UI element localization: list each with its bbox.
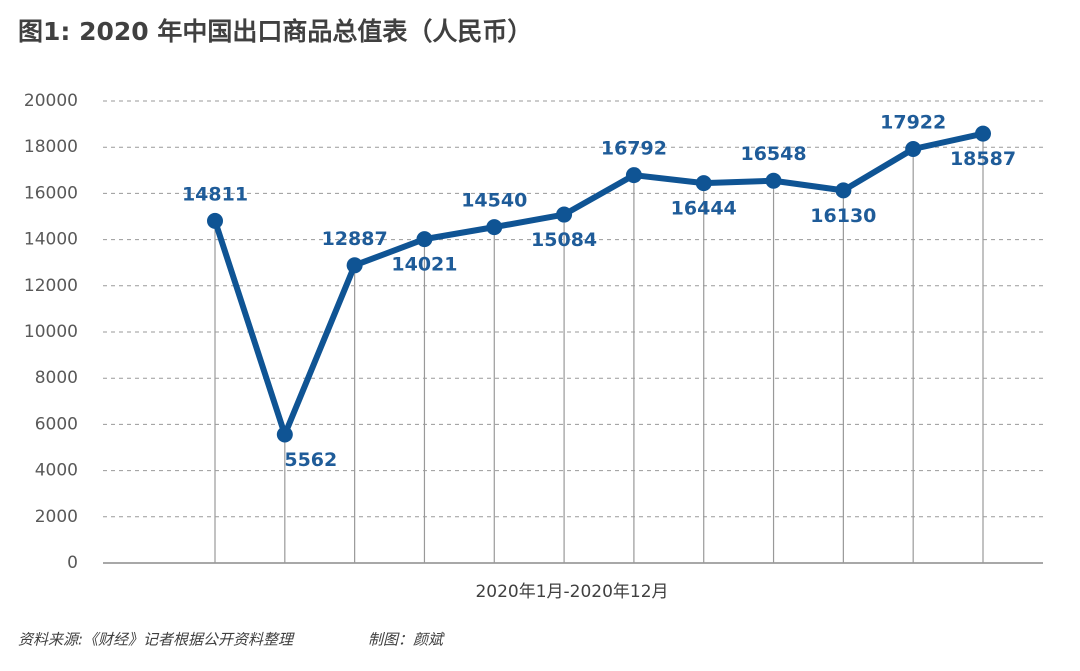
series-line (212, 130, 984, 438)
data-point (556, 206, 573, 223)
y-tick-label: 8000 (35, 368, 78, 388)
data-label: 12887 (322, 228, 388, 250)
x-axis-label: 2020年1月-2020年12月 (475, 582, 668, 602)
data-point (975, 125, 991, 142)
credit-note: 制图：颜斌 (368, 631, 445, 649)
data-label: 14811 (182, 183, 248, 205)
data-label: 18587 (950, 148, 1016, 170)
y-tick-label: 4000 (35, 461, 78, 481)
y-tick-label: 18000 (24, 137, 78, 157)
data-label: 17922 (880, 112, 946, 134)
y-tick-label: 20000 (24, 91, 78, 111)
y-tick-label: 14000 (24, 230, 78, 250)
y-tick-label: 0 (67, 553, 78, 573)
chart-title: 图1: 2020 年中国出口商品总值表（人民币） (18, 17, 532, 46)
data-point (765, 172, 782, 189)
y-tick-label: 12000 (24, 276, 78, 296)
data-label: 15084 (531, 229, 597, 251)
y-tick-label: 16000 (24, 183, 78, 203)
data-label: 16792 (601, 138, 667, 160)
y-tick-label: 2000 (35, 507, 78, 527)
data-label: 16444 (671, 198, 737, 220)
data-point (276, 426, 293, 443)
data-label: 14021 (391, 254, 457, 276)
data-label: 16130 (810, 205, 876, 227)
data-point (695, 175, 712, 192)
data-label: 5562 (284, 449, 337, 471)
data-point (835, 182, 852, 199)
data-point (346, 257, 363, 274)
y-tick-label: 10000 (24, 322, 78, 342)
y-tick-label: 6000 (35, 414, 78, 434)
data-label: 14540 (461, 190, 527, 212)
data-point (625, 167, 642, 184)
data-point (486, 219, 503, 236)
data-point (207, 212, 223, 229)
data-label: 16548 (740, 143, 806, 165)
data-point (905, 141, 922, 158)
source-note: 资料来源:《财经》记者根据公开资料整理 (18, 631, 295, 649)
data-point (416, 231, 433, 248)
